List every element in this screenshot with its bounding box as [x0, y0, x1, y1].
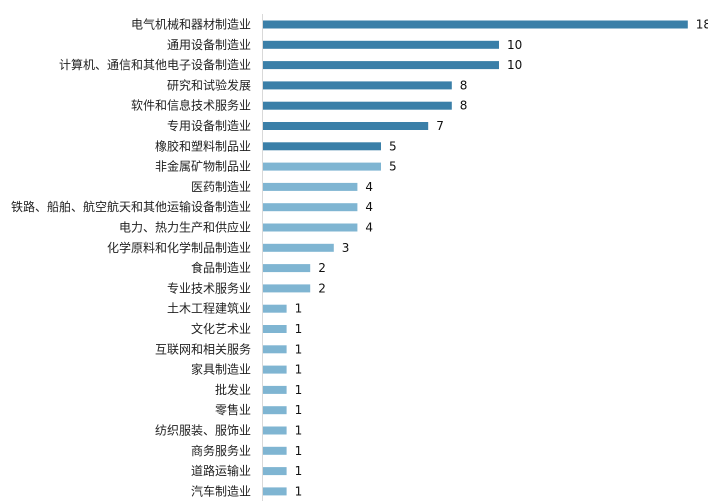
bar-22 — [263, 467, 287, 476]
value-label-12: 2 — [318, 261, 326, 275]
bar-21 — [263, 446, 287, 455]
category-label-13: 专业技术服务业 — [167, 280, 251, 295]
value-label-9: 4 — [365, 200, 373, 214]
value-label-2: 10 — [507, 58, 522, 72]
category-label-11: 化学原料和化学制品制造业 — [107, 240, 251, 255]
category-label-16: 互联网和相关服务 — [155, 341, 251, 356]
category-label-8: 医药制造业 — [191, 180, 251, 194]
category-label-4: 软件和信息技术服务业 — [131, 98, 251, 113]
category-label-15: 文化艺术业 — [191, 321, 251, 336]
bar-7 — [263, 162, 381, 171]
category-label-21: 商务服务业 — [191, 443, 251, 458]
value-label-1: 10 — [507, 38, 522, 52]
value-label-11: 3 — [342, 241, 350, 255]
bar-4 — [263, 101, 452, 110]
category-label-12: 食品制造业 — [191, 260, 251, 275]
value-label-10: 4 — [365, 221, 373, 235]
bar-9 — [263, 203, 358, 212]
category-label-2: 计算机、通信和其他电子设备制造业 — [59, 57, 251, 72]
value-label-16: 1 — [295, 342, 303, 356]
bar-6 — [263, 142, 381, 151]
category-label-10: 电力、热力生产和供应业 — [119, 220, 251, 235]
value-label-19: 1 — [295, 403, 303, 417]
value-label-14: 1 — [295, 302, 303, 316]
bar-2 — [263, 61, 499, 70]
value-label-8: 4 — [365, 180, 373, 194]
bar-13 — [263, 284, 311, 293]
value-label-23: 1 — [295, 484, 303, 498]
category-label-3: 研究和试验发展 — [167, 77, 251, 92]
value-label-0: 18 — [696, 18, 708, 32]
bar-14 — [263, 304, 287, 313]
bar-11 — [263, 243, 334, 252]
value-label-22: 1 — [295, 464, 303, 478]
value-label-4: 8 — [460, 99, 468, 113]
bar-0 — [263, 20, 688, 29]
category-label-20: 纺织服装、服饰业 — [155, 424, 251, 438]
bars-layer — [263, 20, 688, 496]
category-label-7: 非金属矿物制品业 — [155, 159, 251, 174]
bar-18 — [263, 385, 287, 394]
bar-3 — [263, 81, 452, 90]
bar-10 — [263, 223, 358, 232]
value-label-5: 7 — [436, 119, 444, 133]
bar-20 — [263, 426, 287, 435]
category-label-23: 汽车制造业 — [191, 483, 251, 498]
value-label-3: 8 — [460, 78, 468, 92]
category-label-6: 橡胶和塑料制品业 — [155, 138, 251, 153]
category-label-22: 道路运输业 — [191, 463, 251, 478]
value-label-20: 1 — [295, 424, 303, 438]
bar-16 — [263, 345, 287, 354]
category-label-9: 铁路、船舶、航空航天和其他运输设备制造业 — [11, 199, 251, 214]
category-label-5: 专用设备制造业 — [167, 118, 251, 133]
value-label-15: 1 — [295, 322, 303, 336]
bar-23 — [263, 487, 287, 496]
value-label-7: 5 — [389, 160, 397, 174]
value-label-6: 5 — [389, 139, 397, 153]
category-label-17: 家具制造业 — [191, 362, 251, 377]
bar-12 — [263, 264, 311, 273]
bar-5 — [263, 122, 429, 130]
value-label-18: 1 — [295, 383, 303, 397]
category-label-19: 零售业 — [215, 402, 251, 417]
value-label-17: 1 — [295, 363, 303, 377]
category-label-1: 通用设备制造业 — [167, 38, 251, 52]
bar-8 — [263, 182, 358, 191]
bar-17 — [263, 365, 287, 374]
value-label-13: 2 — [318, 281, 326, 295]
category-label-0: 电气机械和器材制造业 — [131, 17, 251, 32]
bar-1 — [263, 40, 499, 49]
bar-15 — [263, 325, 287, 333]
value-labels: 18 10 10 8 8 7 5 5 4 4 4 3 2 2 1 1 1 1 1 1 1 1 1 1 — [295, 18, 708, 499]
value-label-21: 1 — [295, 444, 303, 458]
category-label-14: 土木工程建筑业 — [167, 301, 251, 316]
bar-19 — [263, 406, 287, 415]
category-label-18: 批发业 — [215, 382, 251, 397]
category-labels: 电气机械和器材制造业通用设备制造业计算机、通信和其他电子设备制造业研究和试验发展… — [11, 17, 251, 499]
